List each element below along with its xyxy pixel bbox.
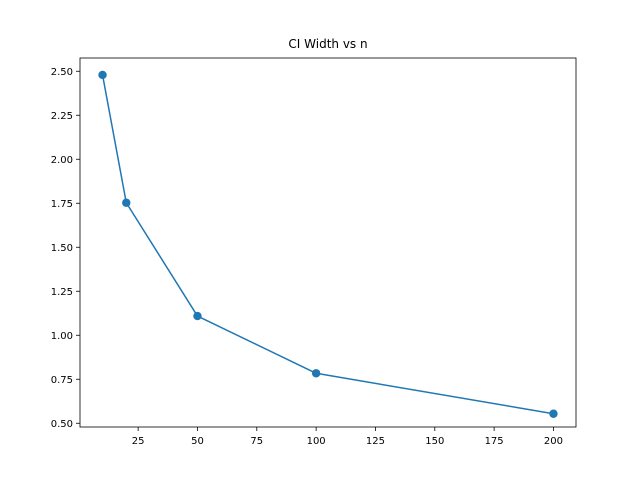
y-tick-label: 1.75 [51,199,73,210]
y-tick-label: 1.25 [51,287,73,298]
x-tick-label: 100 [307,436,326,447]
x-tick-label: 150 [425,436,444,447]
y-tick-label: 1.50 [51,243,73,254]
y-tick-label: 1.00 [51,331,73,342]
axes-frame [79,57,577,428]
data-point [549,409,558,418]
x-tick-label: 200 [544,436,563,447]
x-tick-label: 50 [191,436,204,447]
data-point [98,70,107,80]
y-tick-label: 0.75 [51,375,73,386]
y-tick-label: 2.00 [51,155,73,166]
y-tick-label: 2.50 [51,67,73,78]
chart-title: CI Width vs n [288,37,367,51]
data-point [122,198,131,207]
y-tick-label: 2.25 [51,111,73,122]
y-tick-label: 0.50 [51,419,73,430]
x-tick-label: 25 [132,436,145,447]
x-tick-label: 125 [366,436,385,447]
x-tick-label: 75 [250,436,263,447]
data-point [193,311,202,321]
x-tick-label: 175 [485,436,504,447]
data-point [311,369,321,378]
plot-area: 25 50 75 100 125 150 175 200 0.50 0.75 1.00 1.25 1.5… [51,57,577,447]
